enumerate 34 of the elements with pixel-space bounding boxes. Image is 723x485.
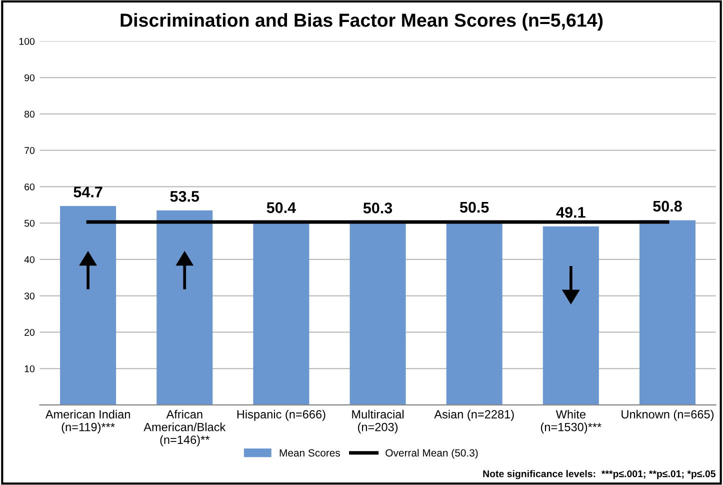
x-tick-label: Unknown (n=665) — [622, 410, 714, 421]
data-label: 50.8 — [653, 200, 682, 212]
bar — [350, 222, 406, 405]
data-label: 49.1 — [556, 206, 586, 218]
legend-label: Overral Mean (50.3) — [386, 448, 478, 459]
y-tick-label: 30 — [24, 292, 35, 300]
legend-label: Mean Scores — [280, 449, 340, 457]
x-tick-label: Multiracial (n=203) — [352, 410, 404, 434]
data-label: 50.5 — [460, 202, 489, 213]
y-tick-label: 20 — [24, 328, 35, 336]
x-tick-label: Asian (n=2281) — [434, 410, 514, 421]
data-label: 53.5 — [170, 190, 200, 202]
y-tick-label: 90 — [24, 74, 35, 82]
data-label: 50.4 — [266, 202, 296, 214]
y-tick-label: 40 — [24, 256, 35, 264]
y-tick-label: 50 — [24, 220, 35, 227]
y-tick-label: 70 — [24, 147, 35, 154]
data-label: 50.3 — [363, 202, 392, 214]
data-label: 54.7 — [74, 186, 102, 198]
chart-title: Discrimination and Bias Factor Mean Scores (n=5,614) — [120, 13, 603, 31]
bar — [542, 226, 599, 405]
text: Note significance levels: ***p≤.001; **p≤.01; *p≤.05 — [483, 470, 716, 480]
y-tick-label: 60 — [24, 183, 35, 190]
y-tick-label: 80 — [24, 110, 35, 118]
y-tick-label: 100 — [19, 38, 35, 45]
y-tick-label: 10 — [24, 365, 35, 372]
bar — [253, 222, 310, 405]
bar — [60, 206, 116, 405]
x-tick-label: American Indian (n=119)*** — [45, 410, 130, 434]
x-tick-label: African American/Black (n=146)** — [144, 410, 226, 446]
bar — [639, 220, 696, 405]
bar — [156, 210, 213, 405]
x-tick-label: White (n=1530)*** — [540, 410, 602, 434]
x-tick-label: Hispanic (n=666) — [237, 410, 326, 421]
